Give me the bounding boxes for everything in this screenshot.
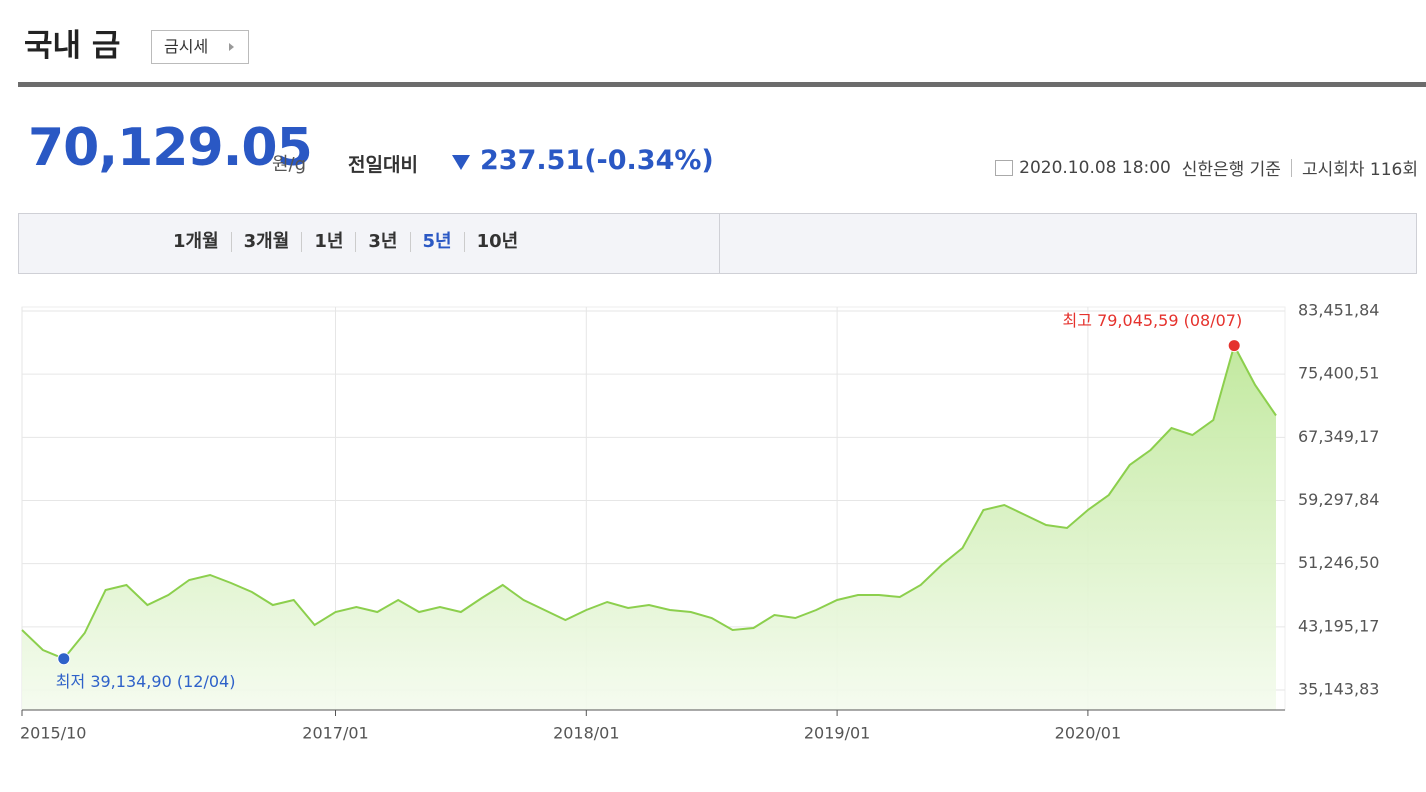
extreme-point (1227, 339, 1241, 353)
y-tick-label: 67,349,17 (1298, 427, 1379, 446)
y-tick-label: 35,143,83 (1298, 680, 1379, 699)
price: 70,129.05 (28, 118, 313, 178)
tab-bar: 1개월 3개월 1년 3년 5년 10년 (18, 213, 1417, 274)
y-tick-label: 83,451,84 (1298, 301, 1379, 320)
tab[interactable]: 3개월 (230, 232, 302, 252)
down-icon (452, 155, 470, 170)
x-tick-label: 2018/01 (553, 724, 619, 743)
datetime: 2020.10.08 18:00 (1019, 157, 1171, 178)
title: 국내 금 (24, 28, 121, 64)
change: 237.51(-0.34%) (480, 145, 714, 176)
x-tick-label: 2017/01 (302, 724, 368, 743)
tab[interactable]: 1년 (301, 232, 355, 252)
extreme-point (57, 652, 71, 666)
tab[interactable]: 1개월 (173, 231, 219, 252)
area (22, 345, 1276, 710)
change-label: 전일대비 (348, 154, 418, 176)
x-tick-label: 2015/10 (20, 724, 86, 743)
y-tick-label: 43,195,17 (1298, 616, 1379, 635)
chart: 35,143,83 43,195,17 51,246,50 59,297,84 67,3… (20, 301, 1379, 743)
annotation: 최고 79,045,59 (08/07) (1063, 311, 1243, 330)
source: 신한은행 기준 (1181, 160, 1281, 180)
y-tick-label: 59,297,84 (1298, 490, 1379, 509)
y-tick-label: 51,246,50 (1298, 553, 1379, 572)
icon (995, 159, 1014, 176)
tab[interactable]: 10년 (463, 232, 531, 252)
unit: 원/g (272, 154, 307, 175)
tab[interactable]: 5년 (409, 232, 464, 252)
y-tick-label: 75,400,51 (1298, 364, 1379, 383)
divider (18, 82, 1426, 87)
annotation: 최저 39,134,90 (12/04) (56, 672, 236, 691)
line (21, 342, 1277, 660)
x-tick-label: 2020/01 (1055, 724, 1121, 743)
tab[interactable]: 3년 (355, 232, 409, 252)
info: 2020.10.08 18:00 신한은행 기준 고시회차 116회 (995, 155, 1418, 180)
tab-list: 1개월 3개월 1년 3년 5년 10년 (161, 232, 530, 252)
x-tick-label: 2019/01 (804, 724, 870, 743)
price-button[interactable]: 금시세 (151, 30, 249, 64)
round: 고시회차 116회 (1301, 160, 1418, 180)
